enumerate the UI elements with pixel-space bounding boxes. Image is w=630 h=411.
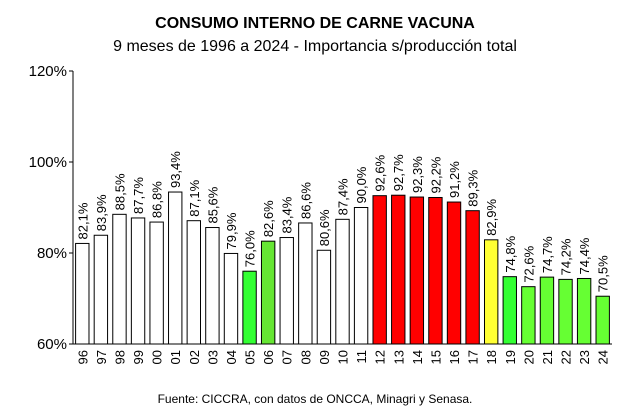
x-tick-label: 21 [540,350,555,364]
bar [242,270,257,345]
value-label: 86,8% [150,181,165,218]
y-tick-label: 60% [37,336,67,353]
value-label: 92,2% [428,156,443,193]
value-label: 87,7% [131,177,146,214]
value-label: 85,6% [205,186,220,223]
value-label: 83,9% [94,194,109,231]
value-label: 80,6% [317,209,332,246]
x-tick-label: 16 [447,350,462,364]
x-tick-label: 18 [484,350,499,364]
x-tick-label: 19 [503,350,518,364]
bar [465,210,480,345]
bar [75,242,90,345]
bar [353,207,369,345]
value-label: 87,4% [336,178,351,215]
x-tick-label: 01 [168,350,183,364]
bar [446,201,462,345]
bar [112,213,127,345]
x-tick-label: 11 [354,350,369,364]
bar [168,191,183,345]
bar [316,249,332,345]
bar [130,217,146,345]
x-tick-label: 96 [75,350,90,364]
bar [335,218,350,345]
x-tick-label: 03 [205,350,220,364]
value-label: 90,0% [354,166,369,203]
x-tick-label: 20 [521,350,536,364]
bar [483,239,499,345]
x-tick-label: 22 [559,350,574,364]
x-tick-label: 14 [410,350,425,364]
x-tick-label: 07 [280,350,295,364]
value-label: 82,1% [75,202,90,239]
value-label: 92,7% [391,154,406,191]
x-tick-label: 06 [261,350,276,364]
x-tick-label: 09 [317,350,332,364]
bar [576,277,592,345]
x-tick-label: 98 [112,350,127,364]
value-label: 74,2% [559,238,574,275]
bar [409,196,425,345]
bar [223,252,239,345]
x-tick-label: 13 [391,350,406,364]
bar [149,221,164,345]
bar [521,286,536,345]
bar [595,295,610,345]
value-label: 72,6% [521,245,536,282]
x-tick-label: 00 [150,350,165,364]
value-label: 79,9% [224,212,239,249]
value-label: 89,3% [466,169,481,206]
value-label: 87,1% [187,179,202,216]
bar [93,234,109,345]
bar [298,222,313,345]
x-tick-label: 15 [428,350,443,364]
bar [428,196,443,345]
value-label: 83,4% [280,196,295,233]
x-tick-label: 97 [94,350,109,364]
x-tick-label: 02 [187,350,202,364]
bar [539,276,555,345]
value-label: 91,2% [447,161,462,198]
x-tick-label: 10 [336,350,351,364]
value-label: 93,4% [168,151,183,188]
bar [186,220,202,345]
bar [279,237,294,345]
bar [558,278,573,345]
source-note: Fuente: CICCRA, con datos de ONCCA, Mina… [158,392,473,406]
value-label: 92,6% [373,154,388,191]
bar [372,195,387,345]
value-label: 74,7% [540,236,555,273]
value-label: 76,0% [243,230,258,267]
x-tick-label: 17 [466,350,481,364]
x-tick-label: 12 [373,350,388,364]
value-label: 70,5% [596,255,611,292]
value-label: 88,5% [112,173,127,210]
x-tick-label: 08 [298,350,313,364]
x-tick-label: 24 [596,350,611,364]
chart-title: CONSUMO INTERNO DE CARNE VACUNA [155,15,475,32]
value-label: 86,6% [298,182,313,219]
chart-subtitle: 9 meses de 1996 a 2024 - Importancia s/p… [113,38,517,55]
x-tick-label: 23 [577,350,592,364]
y-tick-label: 80% [37,245,67,262]
bar [502,276,517,345]
value-label: 92,3% [410,156,425,193]
x-tick-label: 04 [224,350,239,364]
value-label: 82,9% [484,199,499,236]
x-tick-label: 99 [131,350,146,364]
bar [205,227,220,345]
value-label: 82,6% [261,200,276,237]
y-tick-label: 120% [29,63,67,80]
bar [260,240,276,345]
y-tick-label: 100% [29,154,67,171]
bar [391,194,406,345]
value-label: 74,4% [577,237,592,274]
x-tick-label: 05 [243,350,258,364]
value-label: 74,8% [503,235,518,272]
